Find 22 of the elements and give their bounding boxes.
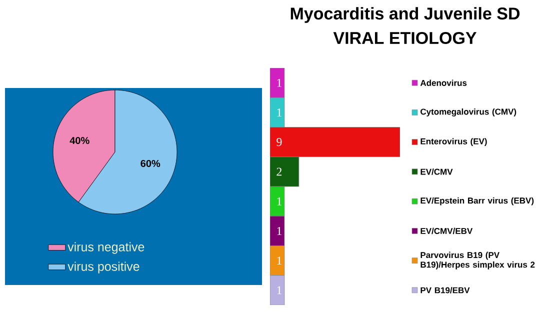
data-label: 1 [277,197,282,206]
y-tick-label: Parvovirus B19 (PV B19)/Herpes simplex virus 2 [420,252,535,270]
legend-label: virus positive [68,262,140,274]
data-label: 1 [277,226,282,235]
data-label: 1 [277,108,282,116]
y-tick-label: EV/Epstein Barr virus (EBV) [420,197,534,206]
data-label: 1 [277,256,282,265]
chart-title: Myocarditis and Juvenile SD [290,7,520,23]
y-tick-label: Cytomegalovirus (CMV) [420,108,516,116]
y-tick-label: PV B19/EBV [420,287,470,294]
y-tick-label: Enterovirus (EV) [420,138,487,146]
data-label: 60% [140,160,160,168]
y-tick-label: EV/CMV/EBV [420,228,473,234]
y-tick-label: Adenovirus [420,80,467,86]
data-label: 1 [277,78,282,87]
data-label: 9 [276,138,282,146]
y-tick-label: EV/CMV [420,168,453,175]
chart-subtitle: VIRAL ETIOLOGY [333,32,477,44]
data-label: 40% [70,136,90,144]
data-label: 1 [277,286,282,294]
data-label: 2 [276,168,282,176]
legend-label: virus negative [68,242,144,254]
